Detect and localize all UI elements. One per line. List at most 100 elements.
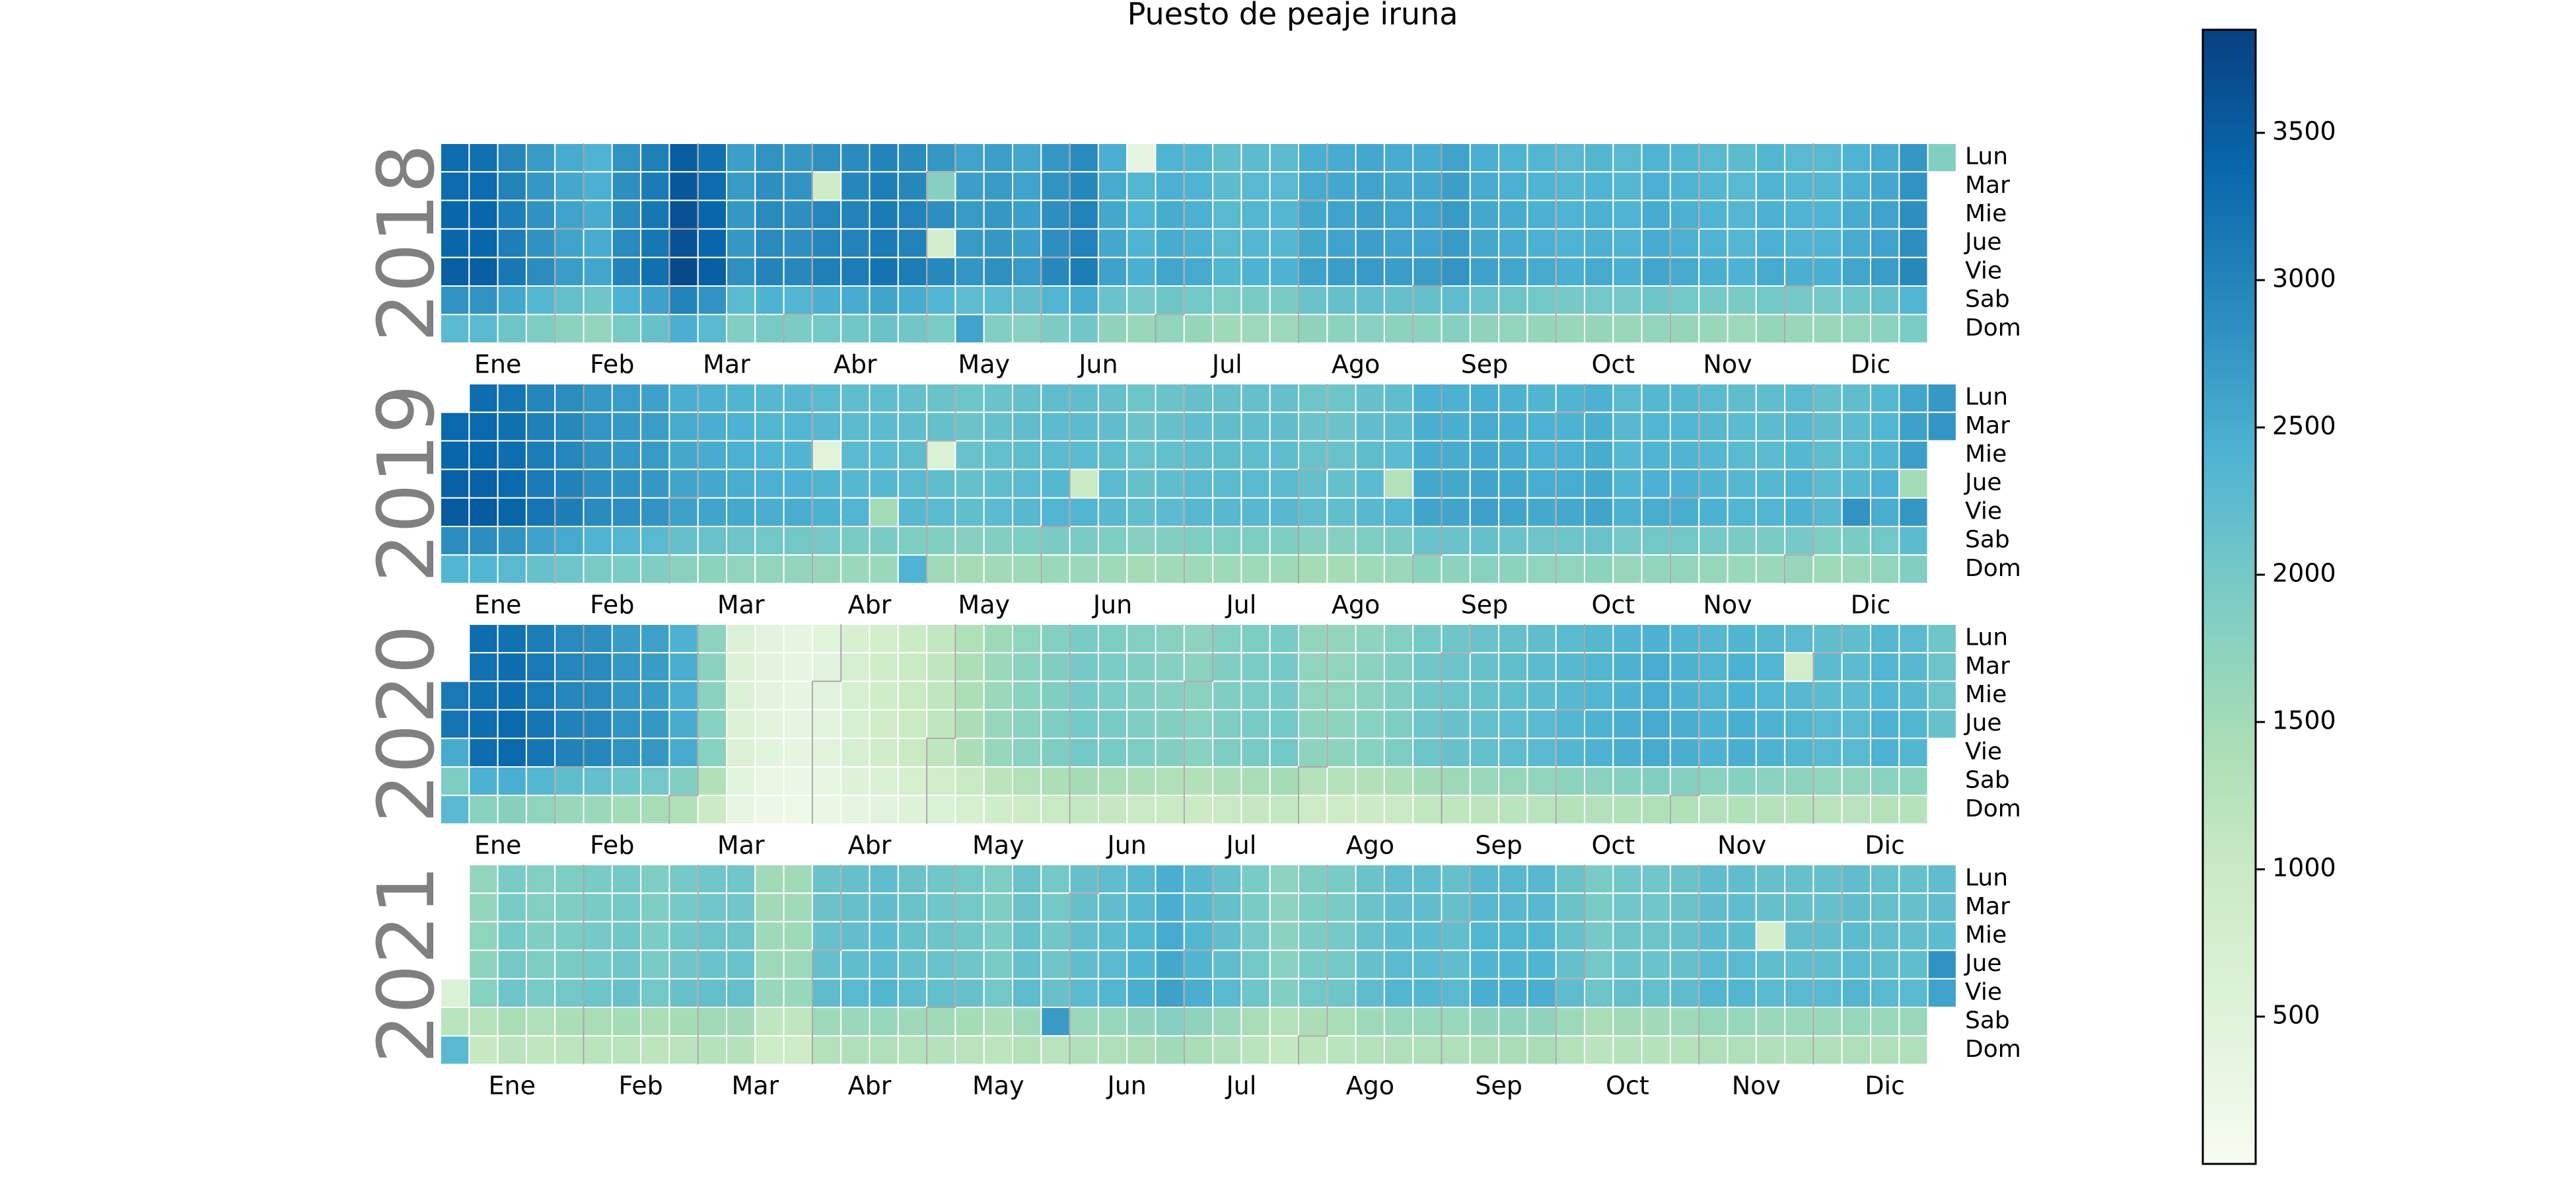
day-cell [1183,737,1214,768]
day-cell [1269,978,1299,1009]
day-cell [1469,199,1500,230]
day-cell [1069,652,1099,682]
day-cell [1898,143,1929,173]
day-cell [1355,468,1385,499]
day-cell [525,171,556,201]
day-cell [1841,285,1871,316]
day-cell [1183,554,1214,585]
day-cell [1240,143,1271,173]
day-cell [1069,468,1099,499]
day-cell [1469,1035,1500,1065]
day-cell [1698,143,1729,173]
month-label: Ago [1346,1071,1394,1100]
day-cell [611,285,642,316]
day-cell [1126,199,1157,230]
day-cell [554,709,585,739]
day-cell [897,1007,928,1037]
day-cell [1555,412,1585,442]
day-cell [1612,199,1643,230]
day-cell [1641,228,1671,258]
day-cell [869,737,899,768]
day-cell [1584,199,1614,230]
day-cell [811,526,842,556]
day-cell [754,949,785,980]
day-cell [668,921,699,951]
day-cell [668,412,699,442]
weekday-label: Vie [1965,738,2002,765]
day-cell [1355,526,1385,556]
day-cell [1841,171,1871,201]
day-cell [811,256,842,287]
day-cell [697,228,727,258]
day-cell [983,921,1013,951]
day-cell [897,652,928,682]
day-cell [811,228,842,258]
day-cell [1269,652,1299,682]
day-cell [1755,949,1786,980]
month-boundary [1555,624,1585,824]
day-cell [783,440,813,470]
day-cell [668,624,699,654]
day-cell [668,199,699,230]
day-cell [1469,228,1500,258]
month-label: Ene [489,1071,536,1100]
day-cell [926,526,956,556]
day-cell [1240,383,1271,414]
day-cell [1355,737,1385,768]
day-cell [554,199,585,230]
day-cell [697,383,727,414]
day-cell [1269,1035,1299,1065]
day-cell [1555,1007,1585,1037]
day-cell [1526,978,1557,1009]
day-cell [1584,554,1614,585]
day-cell [1126,440,1157,470]
day-cell [668,171,699,201]
day-cell [1126,864,1157,894]
month-boundary [1555,384,1585,584]
day-cell [1727,228,1757,258]
day-cell [1555,256,1585,287]
day-cell [611,412,642,442]
day-cell [525,554,556,585]
day-cell [611,864,642,894]
day-cell [840,526,871,556]
day-cell [1097,383,1128,414]
day-cell [754,526,785,556]
day-cell [583,285,613,316]
day-cell [783,412,813,442]
day-cell [583,795,613,825]
day-cell [1040,412,1071,442]
day-cell [926,412,956,442]
day-cell [1526,652,1557,682]
day-cell [1298,412,1328,442]
day-cell [1040,921,1071,951]
day-cell [1612,526,1643,556]
day-cell [1326,171,1357,201]
day-cell [1870,624,1900,654]
day-cell [554,228,585,258]
day-cell [1641,412,1671,442]
day-cell [1870,1007,1900,1037]
day-cell [1326,526,1357,556]
year-label: 2018 [361,144,452,342]
day-cell [1755,199,1786,230]
day-cell [1269,171,1299,201]
day-cell [1641,526,1671,556]
day-cell [1298,709,1328,739]
day-cell [1526,440,1557,470]
day-cell [1269,737,1299,768]
day-cell [525,526,556,556]
day-cell [554,1035,585,1065]
day-cell [1097,1035,1128,1065]
day-cell [1383,143,1414,173]
day-cell [1584,652,1614,682]
month-boundary [926,143,956,343]
weekday-label: Vie [1965,257,2002,284]
day-cell [1841,737,1871,768]
day-cell [1269,383,1299,414]
day-cell [1612,949,1643,980]
colorbar-tick-label: 2500 [2272,412,2336,441]
day-cell [1812,412,1843,442]
day-cell [1155,412,1185,442]
day-cell [954,143,985,173]
